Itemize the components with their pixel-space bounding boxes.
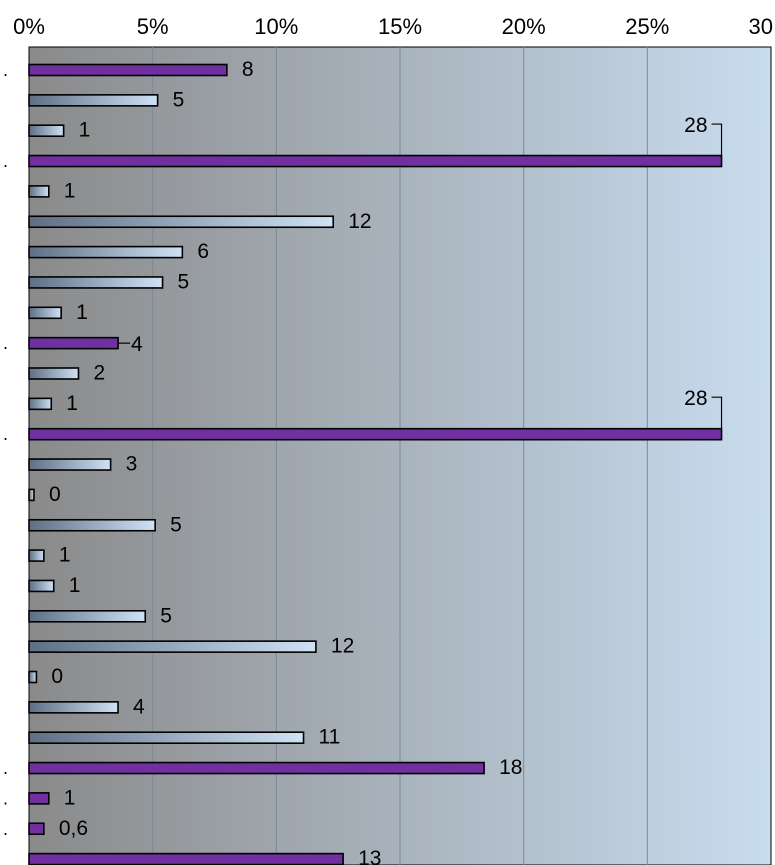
data-label: 2 bbox=[93, 362, 105, 385]
bar bbox=[28, 458, 112, 471]
y-tick-label: . bbox=[3, 333, 8, 353]
data-label: 0 bbox=[49, 483, 61, 506]
bar bbox=[28, 701, 119, 714]
data-label: 3 bbox=[126, 453, 138, 476]
data-label: 13 bbox=[358, 847, 381, 865]
bar bbox=[28, 427, 723, 441]
data-label: 5 bbox=[170, 513, 182, 536]
bar bbox=[28, 306, 62, 320]
bar bbox=[28, 549, 45, 562]
x-tick-label: 25% bbox=[625, 14, 669, 39]
bar bbox=[28, 124, 65, 137]
x-tick-label: 20% bbox=[502, 14, 546, 39]
y-tick-label: . bbox=[3, 151, 8, 171]
data-label: 5 bbox=[160, 604, 172, 627]
data-label: 8 bbox=[242, 58, 254, 81]
bar bbox=[28, 731, 305, 745]
bar bbox=[28, 63, 228, 77]
bar bbox=[28, 488, 35, 502]
data-label: 0 bbox=[51, 665, 63, 688]
data-label-leader bbox=[711, 396, 723, 429]
grid-lines bbox=[152, 47, 648, 865]
data-label: 6 bbox=[197, 240, 209, 263]
bar bbox=[28, 185, 50, 198]
y-tick-label: . bbox=[3, 424, 8, 444]
x-tick-label: 15% bbox=[378, 14, 422, 39]
x-tick-label: 30 bbox=[749, 14, 773, 39]
y-axis-ticks: ....... bbox=[3, 60, 8, 839]
y-tick-label: . bbox=[3, 819, 8, 839]
bars bbox=[28, 63, 723, 865]
x-tick-label: 5% bbox=[137, 14, 169, 39]
data-label: 1 bbox=[76, 301, 88, 324]
y-tick-label: . bbox=[3, 758, 8, 778]
data-label: 28 bbox=[684, 114, 707, 137]
data-label: 1 bbox=[64, 786, 76, 809]
bar bbox=[28, 792, 50, 805]
data-label: 11 bbox=[319, 726, 341, 749]
data-label: 5 bbox=[173, 88, 185, 111]
y-tick-label: . bbox=[3, 788, 8, 808]
x-axis-ticks: 0% 5% 10% 15% 20% 25% 30 bbox=[13, 14, 773, 39]
x-tick-label: 0% bbox=[13, 14, 45, 39]
data-label: 1 bbox=[66, 392, 78, 415]
bar bbox=[28, 336, 119, 350]
data-label: 28 bbox=[684, 387, 707, 410]
bar bbox=[28, 640, 317, 653]
data-label: 1 bbox=[79, 119, 91, 142]
bar bbox=[28, 852, 344, 865]
x-tick-label: 10% bbox=[254, 14, 298, 39]
bar bbox=[28, 761, 485, 775]
data-label: 12 bbox=[331, 635, 354, 658]
data-label: 0,6 bbox=[59, 817, 88, 840]
data-label-leader bbox=[711, 123, 723, 156]
bar bbox=[28, 579, 55, 593]
data-label: 4 bbox=[133, 695, 145, 718]
bar bbox=[28, 154, 723, 168]
data-label: 4 bbox=[131, 333, 143, 356]
data-label: 12 bbox=[348, 210, 371, 233]
data-label: 18 bbox=[499, 756, 522, 779]
bar bbox=[28, 397, 53, 411]
bar bbox=[28, 276, 164, 289]
bar bbox=[28, 609, 147, 623]
bar bbox=[28, 822, 45, 836]
data-label: 1 bbox=[64, 179, 76, 202]
data-label: 1 bbox=[69, 574, 81, 597]
data-label: 1 bbox=[59, 544, 71, 567]
bar bbox=[28, 215, 335, 229]
y-tick-label: . bbox=[3, 60, 8, 80]
bar bbox=[28, 518, 156, 532]
bar bbox=[28, 245, 184, 259]
bar bbox=[28, 670, 38, 684]
bar bbox=[28, 94, 159, 107]
bar bbox=[28, 367, 80, 380]
data-label: 5 bbox=[178, 270, 190, 293]
